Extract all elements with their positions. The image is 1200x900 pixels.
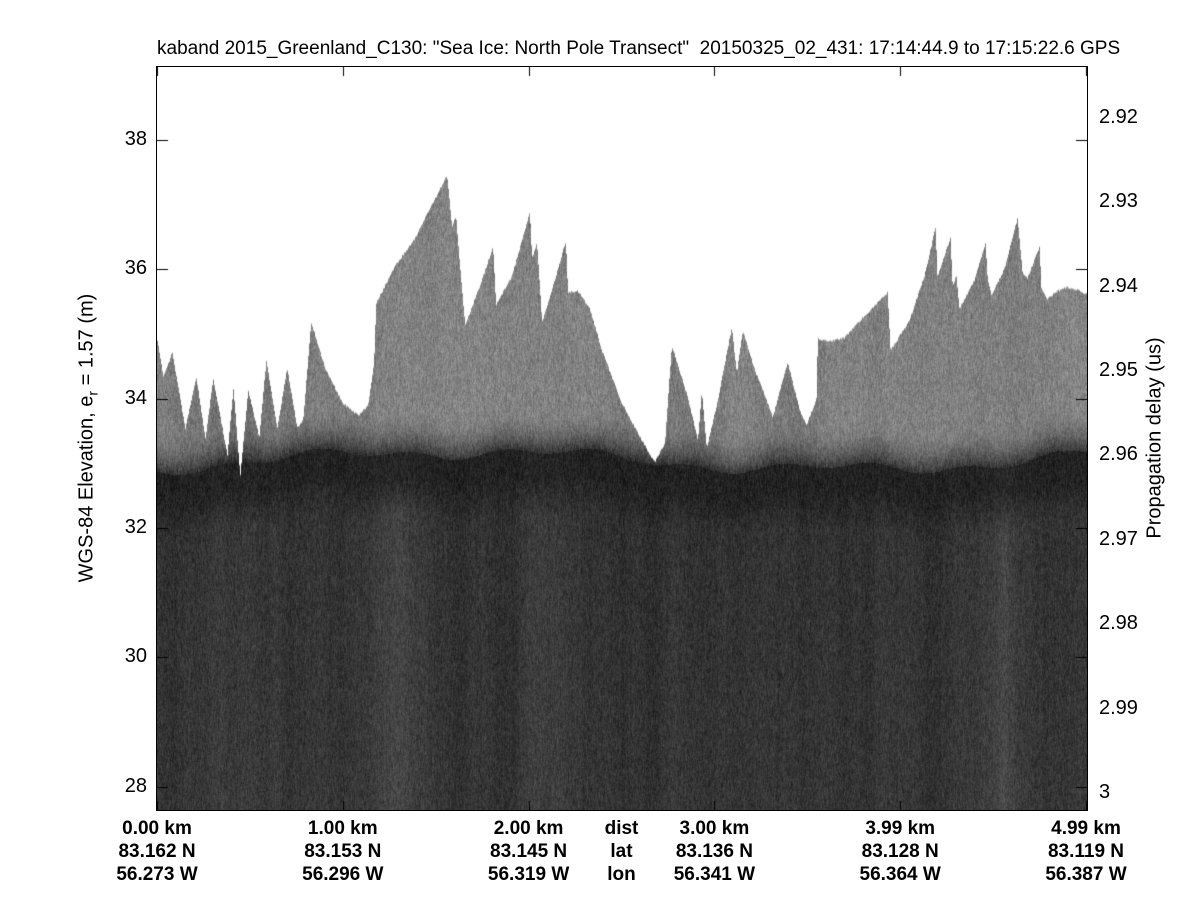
bottom-column-value: 4.99 km [1051, 818, 1121, 839]
right-tick-label: 2.92 [1099, 105, 1138, 128]
left-tick-label: 34 [124, 386, 147, 409]
left-tick-label: 32 [124, 516, 147, 539]
bottom-column-value: 83.145 N [490, 841, 568, 862]
bottom-column-value: 2.00 km [493, 818, 564, 839]
bottom-legend: dist lat lon [532, 817, 712, 886]
bottom-legend-label: lat [610, 841, 633, 862]
bottom-column: 0.00 km 83.162 N 56.273 W [67, 817, 247, 886]
bottom-legend-label: lon [607, 864, 636, 885]
bottom-column-value: 1.00 km [307, 818, 378, 839]
bottom-column-value: 56.296 W [302, 864, 384, 885]
bottom-column-value: 83.162 N [118, 841, 196, 862]
right-tick-label: 2.98 [1099, 612, 1138, 635]
bottom-column-value: 83.119 N [1047, 841, 1125, 862]
bottom-column: 4.99 km 83.119 N 56.387 W [996, 817, 1176, 886]
right-tick-label: 2.95 [1099, 358, 1138, 381]
right-tick-label: 2.96 [1099, 443, 1138, 466]
bottom-column-value: 56.364 W [859, 864, 941, 885]
right-tick-label: 2.97 [1099, 527, 1138, 550]
right-tick-label: 2.94 [1099, 274, 1138, 297]
figure-title: kaband 2015_Greenland_C130: "Sea Ice: No… [157, 38, 1121, 59]
left-tick-label: 28 [124, 774, 147, 797]
bottom-column: 2.00 km 83.145 N 56.319 W [439, 817, 619, 886]
left-tick-label: 30 [124, 645, 147, 668]
echogram-canvas [157, 67, 1087, 810]
left-tick-label: 38 [124, 128, 147, 151]
bottom-legend-label: dist [604, 818, 639, 839]
right-tick-label: 3 [1099, 781, 1111, 804]
bottom-column-value: 83.136 N [675, 841, 753, 862]
bottom-column-value: 3.00 km [679, 818, 750, 839]
bottom-column: 3.99 km 83.128 N 56.364 W [810, 817, 990, 886]
bottom-column-value: 0.00 km [122, 818, 192, 839]
bottom-column-value: 56.387 W [1045, 864, 1127, 885]
bottom-column-value: 56.273 W [116, 864, 198, 885]
plot-area [156, 66, 1088, 811]
bottom-column: 3.00 km 83.136 N 56.341 W [624, 817, 804, 886]
bottom-column-value: 3.99 km [865, 818, 936, 839]
right-tick-label: 2.93 [1099, 190, 1138, 213]
bottom-column-value: 83.128 N [861, 841, 939, 862]
bottom-column: 1.00 km 83.153 N 56.296 W [253, 817, 433, 886]
bottom-column-value: 56.341 W [673, 864, 756, 885]
left-tick-label: 36 [124, 257, 147, 280]
bottom-column-value: 56.319 W [487, 864, 570, 885]
bottom-column-value: 83.153 N [304, 841, 382, 862]
right-tick-label: 2.99 [1099, 696, 1138, 719]
